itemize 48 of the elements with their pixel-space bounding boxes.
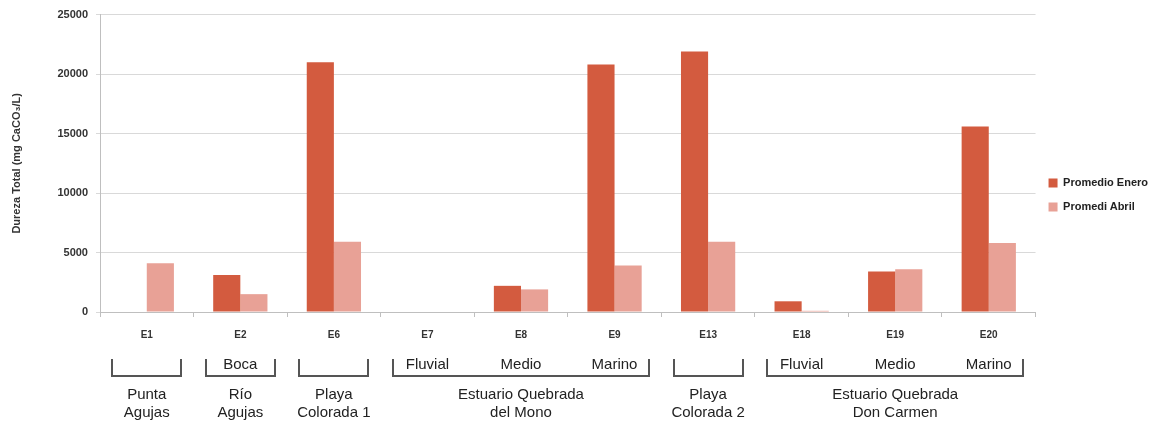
bar bbox=[774, 301, 802, 312]
y-axis-title: Dureza Total (mg CaCO₃/L) bbox=[9, 92, 22, 234]
y-tick-label: 0 bbox=[81, 305, 88, 318]
bar bbox=[961, 126, 989, 312]
bar bbox=[213, 275, 241, 312]
bar bbox=[680, 51, 709, 312]
bar bbox=[333, 241, 362, 312]
text: Estuario Quebrada Don Carmen bbox=[832, 385, 959, 421]
legend-label: Promedio Enero bbox=[1063, 176, 1149, 189]
bar bbox=[520, 289, 549, 312]
y-tick-label: 20000 bbox=[57, 67, 88, 80]
text: Fluvial bbox=[779, 355, 824, 373]
y-tick-label: 10000 bbox=[57, 186, 88, 199]
text: Boca bbox=[223, 355, 258, 373]
y-tick-label: 15000 bbox=[57, 126, 88, 139]
bar bbox=[988, 243, 1016, 312]
x-tick-label: E8 bbox=[514, 328, 528, 340]
bar bbox=[708, 241, 736, 312]
x-tick-label: E13 bbox=[699, 328, 718, 340]
text: Medio bbox=[500, 355, 542, 373]
x-tick-label: E6 bbox=[327, 328, 341, 340]
text: Playa Colorada 1 bbox=[297, 385, 371, 421]
x-tick-label: E18 bbox=[792, 328, 811, 340]
x-tick-label: E1 bbox=[140, 328, 154, 340]
y-tick-label: 25000 bbox=[57, 7, 88, 20]
bar bbox=[587, 64, 615, 312]
x-tick-label: E19 bbox=[886, 328, 905, 340]
text: Fluvial bbox=[405, 355, 450, 373]
text: Punta Agujas bbox=[123, 385, 170, 421]
x-tick-label: E7 bbox=[421, 328, 434, 340]
bar bbox=[614, 265, 642, 312]
legend-label: Promedi Abril bbox=[1063, 200, 1135, 213]
bar bbox=[146, 263, 174, 312]
x-tick-label: E2 bbox=[234, 328, 247, 340]
text: Medio bbox=[874, 355, 916, 373]
bar bbox=[306, 62, 334, 312]
bar bbox=[868, 271, 896, 312]
text: Estuario Quebrada del Mono bbox=[458, 385, 584, 421]
x-tick-label: E20 bbox=[979, 328, 999, 340]
bar bbox=[493, 285, 521, 312]
text: Marino bbox=[965, 355, 1012, 373]
bar bbox=[895, 269, 923, 312]
text: Playa Colorada 2 bbox=[671, 385, 745, 421]
x-tick-label: E9 bbox=[608, 328, 622, 340]
y-tick-label: 5000 bbox=[63, 245, 88, 258]
text: Río Agujas bbox=[217, 385, 264, 421]
bar bbox=[240, 294, 268, 312]
text: Marino bbox=[591, 355, 638, 373]
